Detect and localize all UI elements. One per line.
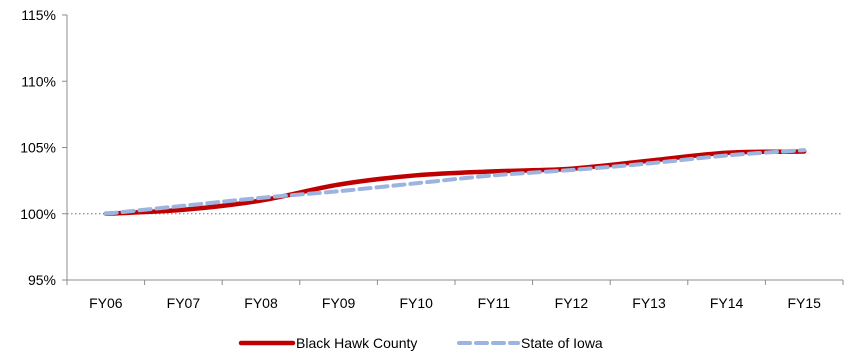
x-tick-label: FY11	[478, 295, 511, 311]
legend: Black Hawk County State of Iowa	[238, 335, 603, 351]
y-ticks: 95% 100% 105% 110% 115%	[20, 7, 67, 288]
x-tick-label: FY08	[244, 295, 278, 311]
legend-label: Black Hawk County	[296, 335, 417, 351]
x-tick-label: FY12	[555, 295, 589, 311]
y-tick-label: 105%	[20, 140, 56, 156]
y-tick-label: 100%	[20, 206, 56, 222]
x-tick-label: FY07	[167, 295, 201, 311]
y-tick-label: 95%	[28, 272, 56, 288]
y-tick-label: 110%	[21, 73, 56, 89]
x-ticks: FY06 FY07 FY08 FY09 FY10 FY11 FY12 FY13 FY14 FY15	[66, 280, 844, 311]
x-tick-label: FY14	[710, 295, 744, 311]
series-line-1	[103, 148, 807, 216]
series-line-0	[103, 149, 807, 216]
x-tick-label: FY06	[89, 295, 123, 311]
x-tick-label: FY15	[787, 295, 821, 311]
y-tick-label: 115%	[21, 7, 56, 23]
x-tick-label: FY10	[399, 295, 433, 311]
series-lines	[103, 148, 807, 216]
axes	[66, 15, 843, 281]
x-tick-label: FY13	[632, 295, 666, 311]
legend-label: State of Iowa	[521, 335, 603, 351]
x-tick-label: FY09	[322, 295, 356, 311]
